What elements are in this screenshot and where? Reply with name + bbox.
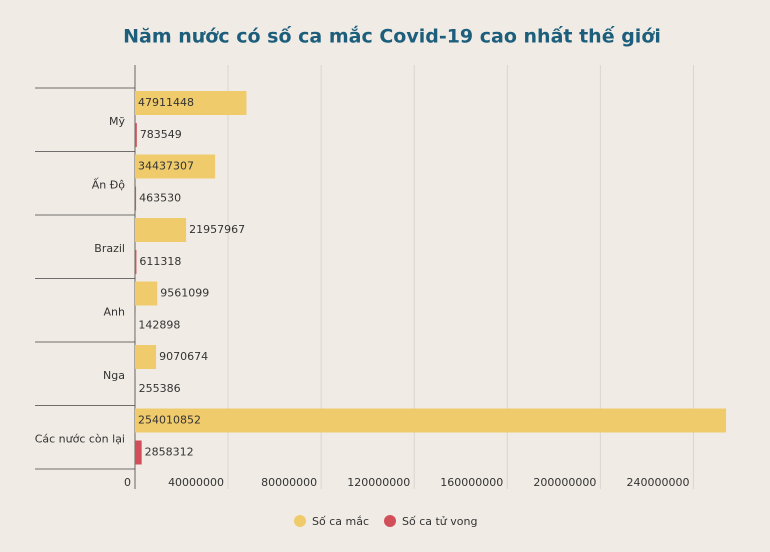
value-label: 142898 bbox=[138, 319, 180, 332]
x-tick-label: 120000000 bbox=[347, 476, 410, 489]
value-label: 463530 bbox=[139, 192, 181, 205]
y-tick-label: Các nước còn lại bbox=[35, 432, 125, 445]
value-label: 21957967 bbox=[189, 223, 245, 236]
bar bbox=[135, 250, 137, 274]
x-tick-label: 40000000 bbox=[168, 476, 224, 489]
value-label: 2858312 bbox=[145, 446, 194, 459]
value-label: 9070674 bbox=[159, 350, 208, 363]
y-tick-label: Nga bbox=[103, 369, 125, 382]
value-label: 255386 bbox=[139, 382, 181, 395]
bar bbox=[135, 91, 247, 115]
value-label: 34437307 bbox=[138, 160, 194, 173]
legend-marker bbox=[294, 515, 306, 527]
x-tick-label: 200000000 bbox=[533, 476, 596, 489]
y-tick-label: Mỹ bbox=[109, 115, 125, 128]
legend-label: Số ca tử vong bbox=[402, 515, 477, 528]
value-label: 254010852 bbox=[138, 414, 201, 427]
y-tick-label: Anh bbox=[104, 305, 125, 318]
bar bbox=[135, 408, 727, 433]
value-label: 9561099 bbox=[160, 287, 209, 300]
bar bbox=[135, 377, 136, 401]
bar bbox=[135, 123, 137, 147]
value-label: 47911448 bbox=[138, 96, 194, 109]
bar bbox=[135, 186, 137, 211]
legend-label: Số ca mắc bbox=[312, 515, 369, 528]
bar bbox=[135, 345, 157, 369]
y-tick-label: Ấn Độ bbox=[92, 177, 126, 191]
y-tick-label: Brazil bbox=[94, 242, 125, 255]
bar bbox=[135, 218, 187, 242]
x-tick-label: 240000000 bbox=[626, 476, 689, 489]
chart-title: Năm nước có số ca mắc Covid-19 cao nhất … bbox=[123, 25, 661, 48]
value-label: 611318 bbox=[139, 255, 181, 268]
bar bbox=[135, 154, 216, 179]
x-tick-label: 0 bbox=[124, 476, 131, 489]
x-tick-label: 160000000 bbox=[440, 476, 503, 489]
legend-marker bbox=[384, 515, 396, 527]
x-tick-label: 80000000 bbox=[261, 476, 317, 489]
bar bbox=[135, 440, 142, 465]
value-label: 783549 bbox=[140, 128, 182, 141]
bar bbox=[135, 281, 158, 306]
